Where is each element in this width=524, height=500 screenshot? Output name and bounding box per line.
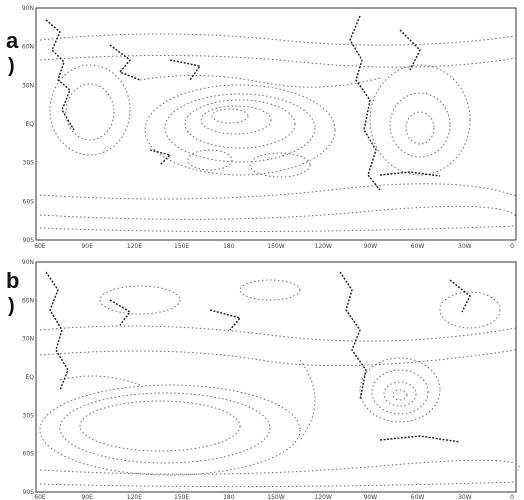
- contour-line: [200, 105, 272, 135]
- lon-tick-label: 90W: [364, 494, 378, 500]
- contour-line: [65, 83, 115, 141]
- lat-tick-label: EQ: [25, 121, 34, 128]
- panel-a-label: a: [6, 28, 19, 53]
- coastline: [209, 309, 242, 331]
- contour-line: [59, 375, 141, 386]
- coastline: [45, 271, 69, 391]
- coastline: [45, 19, 75, 131]
- lon-tick-label: 180: [223, 494, 235, 500]
- lon-tick-label: 60E: [34, 494, 46, 500]
- contour-line: [59, 392, 271, 464]
- contour-line: [99, 285, 181, 315]
- lon-tick-label: 120E: [127, 494, 142, 500]
- lat-tick-label: 90S: [23, 237, 35, 244]
- lat-tick-label: 90S: [23, 489, 35, 496]
- contour-line: [49, 64, 131, 156]
- contour-line: [211, 108, 249, 124]
- contour-line: [39, 225, 517, 233]
- lat-tick-label: 30S: [23, 412, 35, 419]
- contour-line: [39, 54, 517, 68]
- coastline: [109, 299, 132, 326]
- lon-tick-label: 150E: [174, 243, 189, 250]
- contour-line: [392, 389, 408, 401]
- lon-tick-label: 150E: [174, 494, 189, 500]
- contour-line: [369, 64, 471, 176]
- contour-line: [39, 349, 517, 367]
- map-a-latitude-labels: 90S 60S 30S EQ 30N 60N 90N: [22, 5, 34, 244]
- contour-line: [139, 74, 381, 88]
- lat-tick-label: 60N: [22, 297, 34, 304]
- contour-line: [239, 279, 301, 301]
- map-a-coastlines: [45, 15, 441, 191]
- map-b-contours: [39, 279, 520, 488]
- contour-line: [299, 359, 316, 441]
- contour-line: [187, 149, 233, 171]
- coastline: [379, 171, 441, 177]
- lat-tick-label: 30N: [22, 336, 34, 343]
- contour-line: [371, 369, 429, 415]
- lon-tick-label: 120W: [315, 494, 332, 500]
- lon-tick-label: 60W: [411, 494, 425, 500]
- lon-tick-label: 30W: [458, 494, 472, 500]
- lon-tick-label: 90E: [81, 494, 93, 500]
- lon-tick-label: 120E: [127, 243, 142, 250]
- lon-tick-label: 0: [510, 494, 514, 500]
- coastline: [349, 15, 381, 191]
- contour-line: [39, 481, 517, 488]
- contour-line: [359, 357, 441, 423]
- map-b-latitude-labels: 90S 60S 30S EQ 30N 60N 90N: [22, 259, 34, 496]
- lon-tick-label: 150W: [267, 494, 284, 500]
- lat-tick-label: 30S: [23, 160, 35, 167]
- panel-b-paren: ): [8, 295, 15, 317]
- coastline: [109, 44, 141, 81]
- contour-line: [39, 384, 301, 476]
- map-b-frame: [35, 261, 517, 493]
- contour-line: [249, 152, 311, 178]
- map-a-longitude-labels: 60E 90E 120E 150E 180 150W 120W 90W 60W 30W 0: [34, 243, 514, 250]
- contour-line: [389, 92, 451, 158]
- contour-line: [184, 99, 296, 149]
- lon-tick-label: 30W: [458, 243, 472, 250]
- lat-tick-label: 60S: [23, 451, 35, 458]
- contour-line: [164, 93, 316, 163]
- lat-tick-label: 60S: [23, 198, 35, 205]
- contour-line: [383, 381, 417, 407]
- contour-line: [39, 205, 517, 220]
- lat-tick-label: 90N: [22, 259, 34, 266]
- contour-line: [144, 84, 336, 176]
- lon-tick-label: 0: [510, 243, 514, 250]
- map-a-contours: [39, 33, 517, 233]
- panel-a-paren: ): [8, 55, 15, 77]
- contour-line: [39, 33, 517, 46]
- lat-tick-label: 90N: [22, 5, 34, 12]
- lon-tick-label: 180: [223, 243, 235, 250]
- map-a-frame: [35, 7, 517, 241]
- lat-tick-label: 60N: [22, 44, 34, 51]
- contour-line: [39, 459, 520, 475]
- lat-tick-label: 30N: [22, 82, 34, 89]
- lon-tick-label: 90W: [364, 243, 378, 250]
- contour-line: [405, 111, 435, 145]
- panel-b-label: b: [6, 268, 20, 293]
- coastline: [399, 29, 421, 71]
- lon-tick-label: 90E: [81, 243, 93, 250]
- map-b-longitude-labels: 60E 90E 120E 150E 180 150W 120W 90W 60W 30W 0: [34, 494, 514, 500]
- contour-line: [39, 325, 517, 342]
- contour-line: [439, 291, 501, 329]
- map-b-coastlines: [45, 271, 471, 443]
- coastline: [169, 59, 202, 81]
- coastline: [339, 271, 367, 401]
- coastline: [379, 435, 461, 443]
- lon-tick-label: 150W: [267, 243, 284, 250]
- lon-tick-label: 60E: [34, 243, 46, 250]
- lon-tick-label: 120W: [315, 243, 332, 250]
- lon-tick-label: 60W: [411, 243, 425, 250]
- coastline: [449, 279, 471, 313]
- lat-tick-label: EQ: [25, 374, 34, 381]
- contour-line: [79, 400, 241, 452]
